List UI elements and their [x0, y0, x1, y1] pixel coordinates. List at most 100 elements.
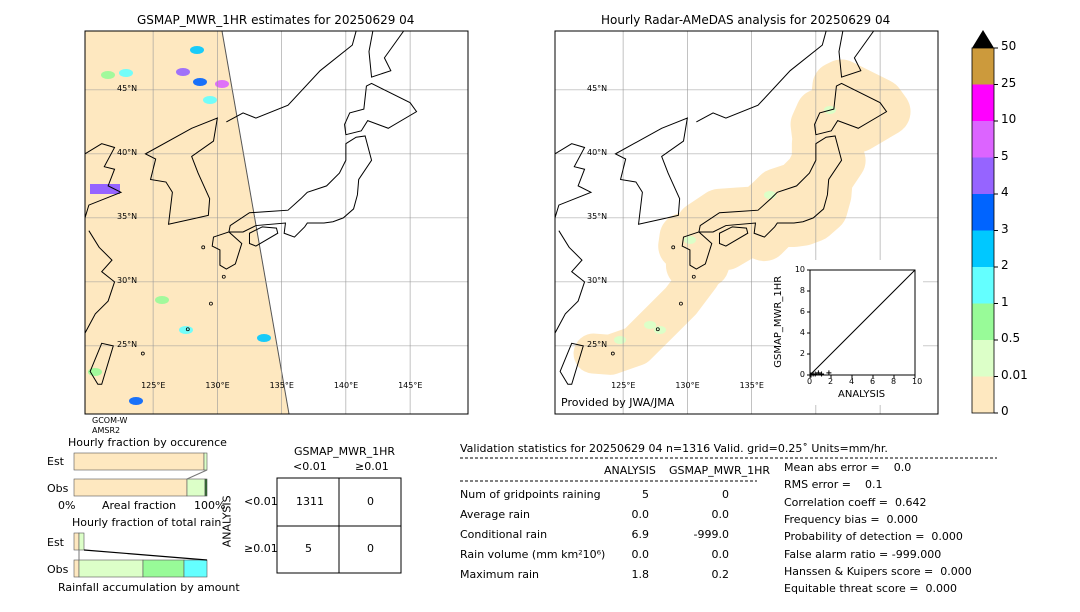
coastline-china-north — [555, 143, 593, 219]
colorbar-segment — [972, 121, 994, 158]
lat-label: 25°N — [117, 339, 138, 349]
coastline-hokkaido — [814, 82, 888, 136]
rain-patch — [90, 184, 120, 194]
rain-patch — [684, 236, 696, 244]
score-line: Mean abs error = 0.0 — [784, 461, 912, 474]
scatter-point — [819, 371, 825, 377]
rain-patch — [203, 96, 217, 104]
coastline-shikoku — [718, 226, 749, 247]
obs-occurrence-light — [186, 478, 206, 497]
contingency-cell: 5 — [305, 542, 312, 555]
stat-gsmap-value: 0.0 — [711, 548, 730, 561]
rain-patch — [654, 326, 666, 334]
credit-text: Provided by JWA/JMA — [561, 396, 675, 409]
lat-label: 30°N — [587, 275, 608, 285]
obs-rain-none — [73, 559, 80, 578]
rain-patch — [644, 321, 656, 329]
colorbar-label: 4 — [1001, 185, 1009, 199]
island — [655, 327, 660, 332]
left-map-body — [85, 31, 468, 414]
stat-gsmap-value: 0.0 — [711, 508, 730, 521]
rain-patch — [193, 78, 207, 86]
island — [691, 274, 696, 279]
occurrence-x0: 0% — [58, 499, 76, 512]
coastline-china-south — [85, 230, 116, 334]
colorbar-label: 0.5 — [1001, 331, 1021, 345]
colorbar-segment — [972, 340, 994, 377]
lon-label: 135°E — [269, 381, 294, 390]
x-axis-label: ANALYSIS — [838, 389, 886, 400]
coastline-russia — [226, 31, 357, 123]
satellite-line-2: AMSR2 — [92, 426, 121, 435]
est-occurrence-light — [203, 452, 208, 471]
contingency-row-axis: ANALYSIS — [220, 495, 234, 548]
stats-header: Validation statistics for 20250629 04 n=… — [460, 442, 888, 455]
y-tick-label: 10 — [794, 265, 805, 274]
stat-label: Maximum rain — [460, 568, 539, 581]
left-map — [84, 30, 469, 415]
coastline-kyushu — [681, 231, 713, 270]
occurrence-obs-label: Obs — [47, 482, 69, 495]
contingency-cell: 0 — [367, 495, 374, 508]
island — [679, 301, 683, 306]
rain-patch — [176, 68, 190, 76]
colorbar-segment — [972, 194, 994, 231]
occurrence-est-label: Est — [47, 455, 64, 468]
rain-patch — [257, 334, 271, 342]
occurrence-x1: 100% — [194, 499, 226, 512]
colorbar-extend-arrow — [972, 30, 994, 48]
coastline-honshu — [228, 135, 373, 238]
obs-rain-heavy — [183, 559, 208, 578]
island — [671, 245, 676, 250]
total-rain-est-label: Est — [47, 536, 64, 549]
rain-patch — [155, 296, 169, 304]
obs-rain-moderate — [142, 559, 185, 578]
coastline-china-north — [85, 143, 123, 219]
rain-patch — [129, 397, 143, 405]
score-line: Hanssen & Kuipers score = 0.000 — [784, 564, 972, 578]
coastline-korea — [144, 117, 218, 225]
lat-label: 25°N — [587, 339, 608, 349]
satellite-line-1: GCOM-W — [92, 416, 128, 425]
colorbar-segment — [972, 267, 994, 304]
y-tick-label: 6 — [799, 307, 805, 316]
stat-gsmap-value: 0 — [722, 488, 729, 501]
lon-label: 140°E — [333, 381, 359, 390]
y-tick-label: 2 — [799, 349, 805, 358]
right-map-title: Hourly Radar-AMeDAS analysis for 2025062… — [601, 13, 891, 27]
colorbar-label: 2 — [1001, 258, 1009, 272]
total-rain-obs-label: Obs — [47, 563, 69, 576]
score-line: Equitable threat score = 0.000 — [784, 582, 957, 596]
colorbar-label: 1 — [1001, 294, 1009, 309]
x-tick-label: 6 — [870, 377, 876, 386]
y-tick-label: 4 — [799, 328, 805, 337]
scatter-point — [815, 370, 821, 376]
colorbar-segment — [972, 157, 994, 194]
stat-analysis-value: 0.0 — [631, 548, 650, 561]
right-map — [554, 30, 939, 415]
stat-label: Conditional rain — [460, 528, 548, 541]
coastline-shikoku — [248, 226, 279, 247]
stat-gsmap-value: -999.0 — [693, 528, 729, 541]
y-tick-label: 0 — [799, 370, 805, 379]
x-tick-label: 2 — [828, 377, 834, 386]
stat-analysis-value: 0.0 — [631, 508, 650, 521]
contingency-row-2: ≥0.01 — [244, 542, 278, 555]
right-map-body — [555, 31, 938, 414]
colorbar-label: 25 — [1001, 75, 1017, 90]
colorbar-label: 5 — [1001, 148, 1009, 163]
lat-label: 35°N — [117, 211, 138, 221]
lat-label: 30°N — [117, 275, 138, 285]
contingency-col-2: ≥0.01 — [355, 460, 389, 473]
island — [221, 274, 226, 279]
contingency-col-1: <0.01 — [293, 460, 327, 473]
scatter-point — [826, 370, 832, 376]
colorbar-label: 0 — [1001, 404, 1009, 418]
score-line: Correlation coeff = 0.642 — [784, 495, 927, 509]
colorbar-label: 0.01 — [1001, 367, 1028, 382]
coastline-russia — [696, 31, 827, 123]
stats-col-gsmap: GSMAP_MWR_1HR — [669, 464, 771, 477]
occurrence-xlabel: Areal fraction — [102, 499, 177, 512]
rain-patch — [215, 80, 229, 88]
